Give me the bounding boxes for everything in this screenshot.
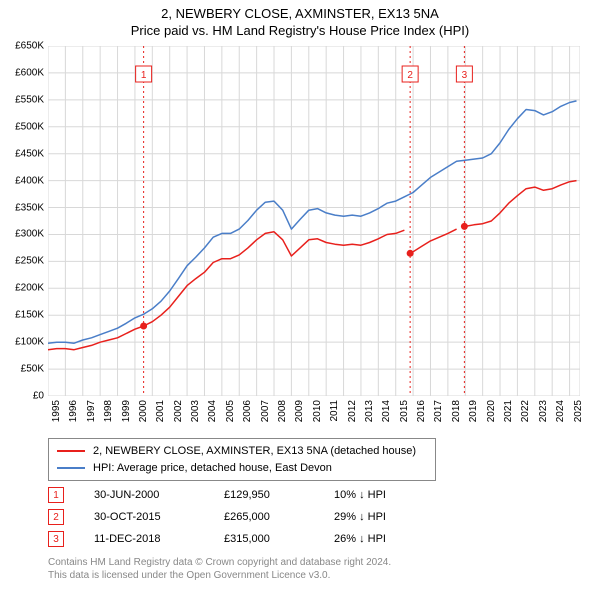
sale-row: 3 11-DEC-2018£315,00026% ↓ HPI — [48, 528, 444, 550]
x-tick-label: 2015 — [399, 400, 410, 422]
chart-container: 2, NEWBERY CLOSE, AXMINSTER, EX13 5NA Pr… — [0, 0, 600, 590]
sale-delta: 10% ↓ HPI — [334, 489, 444, 501]
x-tick-label: 2005 — [225, 400, 236, 422]
sale-delta: 29% ↓ HPI — [334, 511, 444, 523]
x-tick-label: 2003 — [190, 400, 201, 422]
x-tick-label: 2010 — [312, 400, 323, 422]
x-tick-label: 2022 — [520, 400, 531, 422]
y-tick-label: £50K — [0, 364, 44, 375]
sale-marker-box: 2 — [48, 509, 64, 525]
x-tick-label: 2017 — [433, 400, 444, 422]
x-tick-label: 2020 — [486, 400, 497, 422]
x-tick-label: 1996 — [68, 400, 79, 422]
x-tick-label: 1999 — [121, 400, 132, 422]
chart-svg: 1 2 3 — [48, 46, 580, 396]
legend-swatch-hpi — [57, 467, 85, 469]
sale-marker-box: 1 — [48, 487, 64, 503]
title-line-1: 2, NEWBERY CLOSE, AXMINSTER, EX13 5NA — [0, 6, 600, 23]
title-block: 2, NEWBERY CLOSE, AXMINSTER, EX13 5NA Pr… — [0, 0, 600, 40]
footer-line-1: Contains HM Land Registry data © Crown c… — [48, 556, 391, 569]
footer-line-2: This data is licensed under the Open Gov… — [48, 569, 391, 582]
x-tick-label: 2019 — [468, 400, 479, 422]
x-tick-label: 2008 — [277, 400, 288, 422]
x-tick-label: 2016 — [416, 400, 427, 422]
y-tick-label: £100K — [0, 337, 44, 348]
legend-label-hpi: HPI: Average price, detached house, East… — [93, 460, 332, 477]
x-tick-label: 2024 — [555, 400, 566, 422]
y-tick-label: £200K — [0, 283, 44, 294]
x-tick-label: 2014 — [381, 400, 392, 422]
x-tick-label: 1995 — [51, 400, 62, 422]
sale-row: 2 30-OCT-2015£265,00029% ↓ HPI — [48, 506, 444, 528]
x-tick-label: 2002 — [173, 400, 184, 422]
x-tick-label: 2007 — [260, 400, 271, 422]
title-line-2: Price paid vs. HM Land Registry's House … — [0, 23, 600, 40]
y-tick-label: £0 — [0, 391, 44, 402]
sale-row: 1 30-JUN-2000£129,95010% ↓ HPI — [48, 484, 444, 506]
legend-box: 2, NEWBERY CLOSE, AXMINSTER, EX13 5NA (d… — [48, 438, 436, 481]
x-tick-label: 2025 — [573, 400, 584, 422]
x-tick-label: 2009 — [294, 400, 305, 422]
legend-row-hpi: HPI: Average price, detached house, East… — [57, 460, 427, 477]
x-tick-label: 2013 — [364, 400, 375, 422]
legend-row-property: 2, NEWBERY CLOSE, AXMINSTER, EX13 5NA (d… — [57, 443, 427, 460]
y-tick-label: £450K — [0, 148, 44, 159]
x-tick-label: 2012 — [347, 400, 358, 422]
footer-block: Contains HM Land Registry data © Crown c… — [48, 556, 391, 582]
sale-price: £265,000 — [224, 511, 334, 523]
sale-delta: 26% ↓ HPI — [334, 533, 444, 545]
sale-price: £315,000 — [224, 533, 334, 545]
sale-date: 30-OCT-2015 — [94, 511, 224, 523]
x-tick-label: 2018 — [451, 400, 462, 422]
x-tick-label: 2011 — [329, 400, 340, 422]
y-tick-label: £350K — [0, 202, 44, 213]
y-tick-label: £150K — [0, 310, 44, 321]
sale-date: 30-JUN-2000 — [94, 489, 224, 501]
sale-price: £129,950 — [224, 489, 334, 501]
y-tick-label: £500K — [0, 121, 44, 132]
y-tick-label: £550K — [0, 94, 44, 105]
y-tick-label: £650K — [0, 41, 44, 52]
x-tick-label: 2021 — [503, 400, 514, 422]
x-tick-label: 1998 — [103, 400, 114, 422]
svg-text:1: 1 — [141, 70, 147, 81]
svg-text:2: 2 — [407, 70, 413, 81]
y-tick-label: £300K — [0, 229, 44, 240]
y-tick-label: £600K — [0, 67, 44, 78]
x-tick-label: 2006 — [242, 400, 253, 422]
legend-label-property: 2, NEWBERY CLOSE, AXMINSTER, EX13 5NA (d… — [93, 443, 416, 460]
x-tick-label: 2004 — [207, 400, 218, 422]
x-tick-label: 2001 — [155, 400, 166, 422]
x-tick-label: 1997 — [86, 400, 97, 422]
sales-table: 1 30-JUN-2000£129,95010% ↓ HPI 2 30-OCT-201… — [48, 484, 444, 550]
sale-marker-box: 3 — [48, 531, 64, 547]
sale-date: 11-DEC-2018 — [94, 533, 224, 545]
svg-text:3: 3 — [462, 70, 468, 81]
legend-swatch-property — [57, 450, 85, 452]
x-tick-label: 2000 — [138, 400, 149, 422]
y-tick-label: £250K — [0, 256, 44, 267]
y-tick-label: £400K — [0, 175, 44, 186]
x-tick-label: 2023 — [538, 400, 549, 422]
